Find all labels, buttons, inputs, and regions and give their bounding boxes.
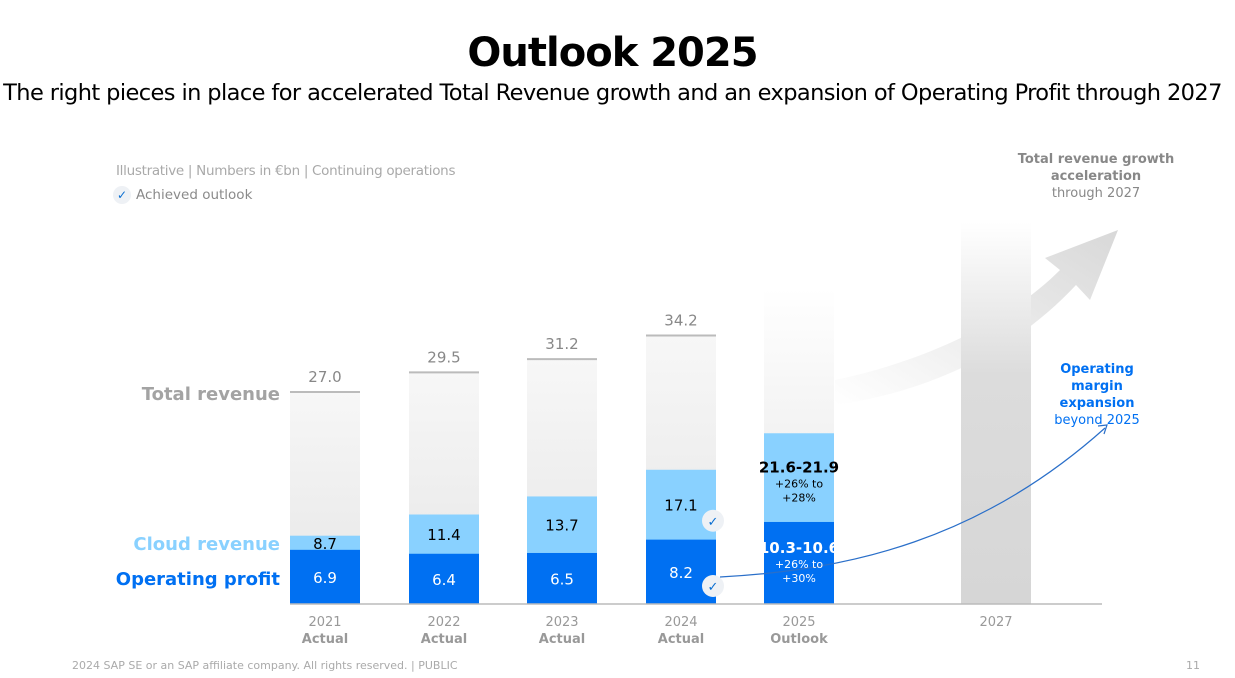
page-title: Outlook 2025 (467, 30, 758, 76)
bar-operating-profit (764, 521, 834, 604)
growth-annotation: Total revenue growth acceleration throug… (1001, 151, 1191, 202)
op-growth-label: +26% to (775, 558, 823, 571)
x-tick-year: 2023 (545, 615, 578, 630)
footer: 2024 SAP SE or an SAP affiliate company.… (72, 659, 458, 672)
growth-arrow (835, 230, 1118, 405)
margin-arrow (719, 427, 1106, 578)
bar-operating-profit (646, 539, 716, 604)
bar-2027 (961, 222, 1031, 604)
page-subtitle: The right pieces in place for accelerate… (3, 80, 1222, 106)
op-growth-label: +30% (782, 572, 816, 585)
check-icon: ✓ (113, 186, 131, 204)
op-value-label: 6.9 (313, 569, 337, 587)
check-icon: ✓ (708, 580, 719, 595)
x-tick-year: 2022 (427, 615, 460, 630)
total-value-label: 27.0 (308, 368, 341, 386)
total-value-label: 34.2 (664, 312, 697, 330)
check-icon: ✓ (708, 515, 719, 530)
bar-operating-profit (409, 553, 479, 604)
op-value-label: 6.5 (550, 570, 574, 588)
check-badge (702, 509, 724, 532)
row-label-total: Total revenue (141, 384, 280, 405)
op-value-label: 8.2 (669, 564, 693, 582)
margin-annotation-bold: Operating margin expansion (1059, 362, 1135, 411)
margin-annotation-rest: beyond 2025 (1054, 413, 1140, 428)
achieved-legend: ✓ Achieved outlook (113, 186, 252, 204)
x-tick-year: 2025 (782, 615, 815, 630)
total-value-label: 31.2 (545, 335, 578, 353)
growth-annotation-bold: Total revenue growth acceleration (1017, 152, 1175, 184)
row-label-cloud: Cloud revenue (133, 534, 280, 555)
total-value-label: 29.5 (427, 348, 460, 366)
x-tick-year: 2027 (979, 615, 1012, 630)
growth-annotation-rest: through 2027 (1051, 186, 1141, 201)
cloud-value-label: 17.1 (664, 497, 697, 515)
cloud-value-label: 8.7 (313, 535, 337, 553)
margin-annotation: Operating margin expansion beyond 2025 (1002, 361, 1192, 429)
page-number: 11 (1186, 659, 1200, 672)
x-tick-kind: Actual (421, 632, 467, 647)
cloud-value-label: 13.7 (545, 517, 578, 535)
cloud-growth-label: +26% to (775, 477, 823, 490)
x-tick-kind: Actual (302, 632, 348, 647)
bar-operating-profit (527, 552, 597, 604)
row-label-op: Operating profit (115, 569, 280, 590)
cloud-growth-label: +28% (782, 491, 816, 504)
x-tick-year: 2021 (308, 615, 341, 630)
x-tick-kind: Actual (658, 632, 704, 647)
margin-arrow-head (1097, 424, 1108, 435)
x-tick-kind: Actual (539, 632, 585, 647)
cloud-value-label: 11.4 (427, 526, 460, 544)
x-tick-year: 2024 (664, 615, 697, 630)
check-badge (702, 575, 724, 597)
op-value-label: 6.4 (432, 571, 456, 589)
bar-operating-profit (290, 549, 360, 604)
achieved-label: Achieved outlook (136, 187, 253, 203)
op-value-label: 10.3-10.6 (759, 539, 839, 557)
cloud-value-label: 21.6-21.9 (759, 458, 839, 476)
x-tick-kind: Outlook (770, 632, 828, 647)
chart-note: Illustrative | Numbers in €bn | Continui… (116, 163, 456, 179)
